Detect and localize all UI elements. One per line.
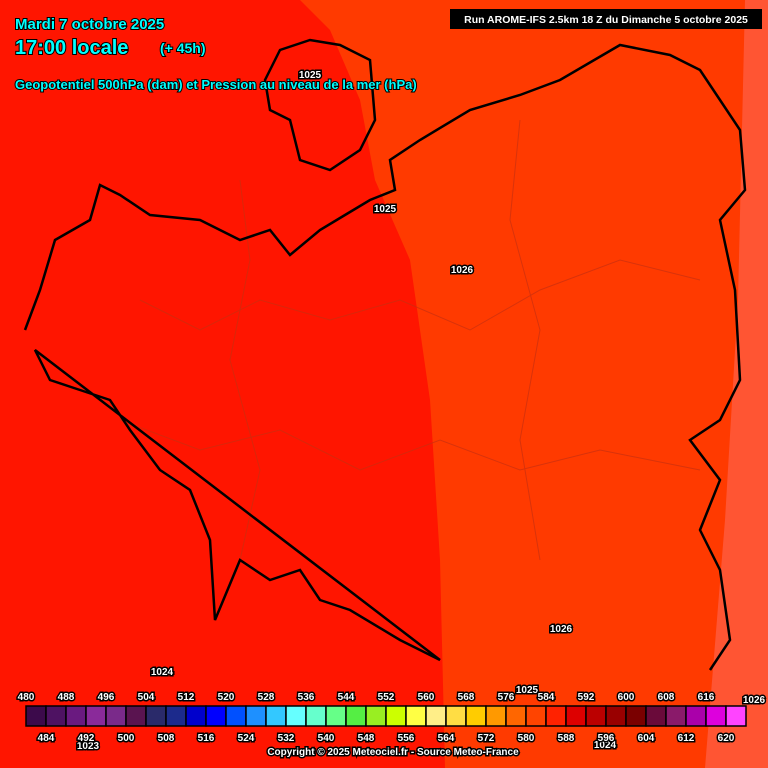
colorbar-label: 568 <box>458 692 475 703</box>
colorbar-swatch <box>265 705 287 727</box>
colorbar-swatch <box>245 705 267 727</box>
colorbar-label: 536 <box>298 692 315 703</box>
isobar-label: 1026 <box>743 695 766 706</box>
colorbar-label: 572 <box>478 733 495 744</box>
colorbar-label: 532 <box>278 733 295 744</box>
colorbar-swatch <box>85 705 107 727</box>
colorbar-swatch <box>665 705 687 727</box>
colorbar-label: 584 <box>538 692 555 703</box>
colorbar-label: 484 <box>38 733 55 744</box>
field-middle <box>300 0 768 768</box>
colorbar-swatch <box>445 705 467 727</box>
colorbar-label: 596 <box>598 733 615 744</box>
colorbar-swatch <box>485 705 507 727</box>
colorbar-label: 580 <box>518 733 535 744</box>
isobar-label: 1024 <box>151 667 174 678</box>
colorbar-swatch <box>565 705 587 727</box>
colorbar-label: 592 <box>578 692 595 703</box>
isobar-label: 1026 <box>550 624 573 635</box>
colorbar-swatch <box>25 705 47 727</box>
colorbar-label: 604 <box>638 733 655 744</box>
colorbar-label: 600 <box>618 692 635 703</box>
isobar-label: 1025 <box>516 685 539 696</box>
colorbar-swatch <box>205 705 227 727</box>
colorbar-label: 524 <box>238 733 255 744</box>
colorbar-label: 520 <box>218 692 235 703</box>
colorbar-swatch <box>145 705 167 727</box>
colorbar-label: 516 <box>198 733 215 744</box>
region-borders <box>119 119 701 561</box>
colorbar-swatch <box>725 705 747 727</box>
colorbar-swatch <box>125 705 147 727</box>
colorbar-swatch <box>345 705 367 727</box>
lead: (+ 45h) <box>160 40 206 56</box>
colorbar-swatch <box>165 705 187 727</box>
colorbar-label: 612 <box>678 733 695 744</box>
colorbar-swatch <box>625 705 647 727</box>
colorbar-label: 504 <box>138 692 155 703</box>
time: 17:00 locale <box>15 37 128 59</box>
colorbar-label: 608 <box>658 692 675 703</box>
colorbar-label: 588 <box>558 733 575 744</box>
colorbar-label: 616 <box>698 692 715 703</box>
colorbar-label: 500 <box>118 733 135 744</box>
colorbar-swatch <box>385 705 407 727</box>
colorbar-swatch <box>105 705 127 727</box>
colorbar-swatch <box>525 705 547 727</box>
colorbar-swatch <box>365 705 387 727</box>
copyright: Copyright © 2025 Meteociel.fr - Source M… <box>267 747 519 758</box>
colorbar-label: 488 <box>58 692 75 703</box>
colorbar-swatch <box>285 705 307 727</box>
parameter: Geopotentiel 500hPa (dam) et Pression au… <box>15 77 417 92</box>
colorbar-label: 508 <box>158 733 175 744</box>
isobar-label: 1025 <box>374 204 397 215</box>
colorbar-label: 548 <box>358 733 375 744</box>
colorbar-swatch <box>505 705 527 727</box>
run-box <box>450 9 762 29</box>
colorbar-swatch <box>685 705 707 727</box>
colorbar-swatch <box>305 705 327 727</box>
isobar-label: 1026 <box>451 265 474 276</box>
colorbar-label: 480 <box>18 692 35 703</box>
colorbar-label: 528 <box>258 692 275 703</box>
colorbar-label: 544 <box>338 692 355 703</box>
colorbar-label: 564 <box>438 733 455 744</box>
colorbar-label: 496 <box>98 692 115 703</box>
isobar-label: 1025 <box>299 70 322 81</box>
colorbar-swatch <box>645 705 667 727</box>
colorbar-swatch <box>225 705 247 727</box>
colorbar-label: 540 <box>318 733 335 744</box>
colorbar-swatch <box>425 705 447 727</box>
colorbar-label: 552 <box>378 692 395 703</box>
colorbar-label: 556 <box>398 733 415 744</box>
colorbar-label: 492 <box>78 733 95 744</box>
colorbar-swatch <box>325 705 347 727</box>
isobar-label: 1023 <box>77 741 100 752</box>
colorbar-swatch <box>585 705 607 727</box>
colorbar-swatch <box>705 705 727 727</box>
colorbar-swatch <box>545 705 567 727</box>
isobar-label: 1024 <box>594 740 617 751</box>
colorbar-swatch <box>465 705 487 727</box>
colorbar-swatch <box>45 705 67 727</box>
colorbar-label: 576 <box>498 692 515 703</box>
colorbar-label: 512 <box>178 692 195 703</box>
colorbar-swatch <box>185 705 207 727</box>
country-border <box>23 43 747 671</box>
run-info: Run AROME-IFS 2.5km 18 Z du Dimanche 5 o… <box>464 14 748 26</box>
date: Mardi 7 octobre 2025 <box>15 16 164 33</box>
colorbar-swatch <box>405 705 427 727</box>
colorbar-swatch <box>605 705 627 727</box>
colorbar-swatch <box>65 705 87 727</box>
colorbar-label: 560 <box>418 692 435 703</box>
country-border <box>263 38 377 172</box>
colorbar-label: 620 <box>718 733 735 744</box>
